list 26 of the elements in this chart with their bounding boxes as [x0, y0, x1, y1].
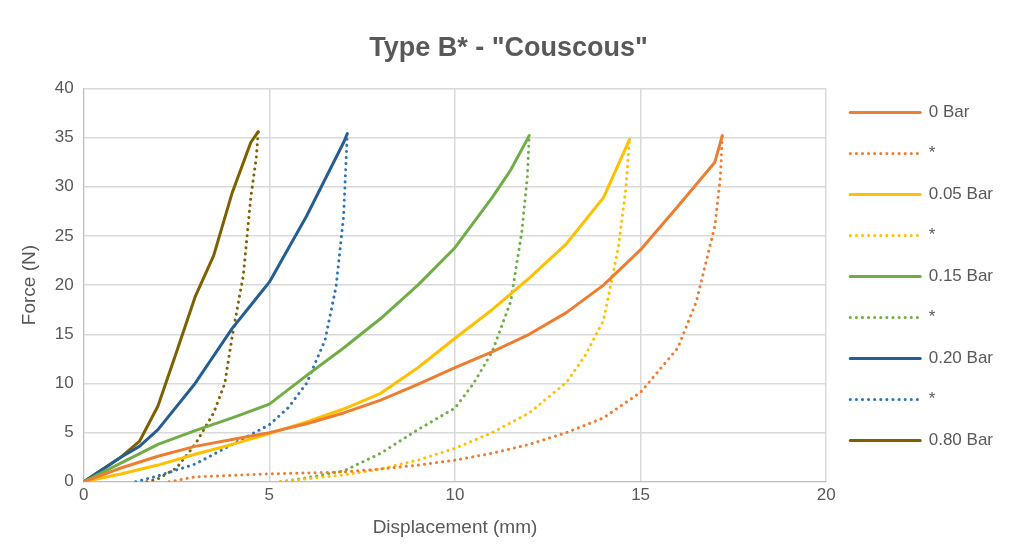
- y-tick-label: 25: [54, 225, 74, 245]
- x-tick-label: 10: [445, 484, 465, 504]
- y-tick-label: 0: [64, 471, 74, 491]
- legend-label: 0.80 Bar: [928, 430, 994, 450]
- chart-title: Type B* - "Couscous": [369, 31, 648, 62]
- y-tick-label: 40: [54, 78, 74, 98]
- y-tick-label: 20: [54, 274, 74, 294]
- legend-label: 0.15 Bar: [928, 266, 994, 286]
- legend-label: *: [928, 143, 936, 163]
- x-tick-label: 20: [816, 484, 836, 504]
- x-tick-label: 5: [264, 484, 275, 504]
- x-tick-label: 15: [631, 484, 651, 504]
- legend-label: *: [928, 225, 936, 245]
- legend-label: 0.20 Bar: [928, 348, 994, 368]
- y-tick-label: 15: [54, 323, 74, 343]
- y-tick-label: 30: [54, 176, 74, 196]
- x-tick-label: 0: [78, 484, 89, 504]
- y-tick-label: 5: [64, 422, 74, 442]
- legend-label: *: [928, 307, 936, 327]
- legend-label: 0.05 Bar: [928, 184, 994, 204]
- y-tick-label: 35: [54, 127, 74, 147]
- legend-label: *: [928, 389, 936, 409]
- y-tick-label: 10: [54, 373, 74, 393]
- legend-label: 0 Bar: [928, 102, 970, 122]
- x-axis-title: Displacement (mm): [372, 515, 538, 537]
- y-axis-title: Force (N): [17, 244, 39, 326]
